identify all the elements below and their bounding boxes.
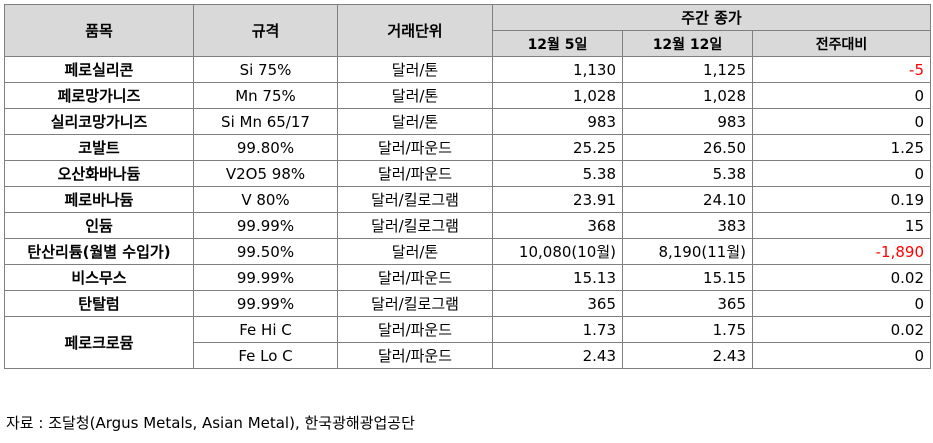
unit-cell: 달러/톤 (337, 56, 493, 83)
spec-cell: V 80% (193, 186, 338, 213)
price-date2-cell: 1,125 (622, 56, 753, 83)
price-date1-cell: 365 (492, 290, 623, 317)
spec-cell: 99.80% (193, 134, 338, 161)
spec-cell: 99.99% (193, 290, 338, 317)
table-row: 페로실리콘 Si 75% 달러/톤 1,130 1,125 -5 (4, 56, 931, 83)
table-row: 탄탈럼 99.99% 달러/킬로그램 365 365 0 (4, 290, 931, 317)
table-row: 탄산리튬(월별 수입가) 99.50% 달러/톤 10,080(10월) 8,1… (4, 238, 931, 265)
change-cell: 0 (752, 342, 931, 369)
header-unit: 거래단위 (337, 4, 493, 57)
change-cell: 0.02 (752, 316, 931, 343)
price-date2-cell: 1,028 (622, 82, 753, 109)
change-cell: 15 (752, 212, 931, 239)
unit-cell: 달러/파운드 (337, 264, 493, 291)
unit-cell: 달러/톤 (337, 238, 493, 265)
source-note: 자료 : 조달청(Argus Metals, Asian Metal), 한국광… (6, 414, 415, 432)
item-cell: 페로망가니즈 (4, 82, 194, 109)
unit-cell: 달러/킬로그램 (337, 186, 493, 213)
price-date1-cell: 15.13 (492, 264, 623, 291)
change-cell: 0 (752, 160, 931, 187)
price-date1-cell: 25.25 (492, 134, 623, 161)
price-date2-cell: 26.50 (622, 134, 753, 161)
item-cell: 페로바나듐 (4, 186, 194, 213)
spec-cell: Si 75% (193, 56, 338, 83)
item-cell: 페로실리콘 (4, 56, 194, 83)
header-date2: 12월 12일 (622, 30, 753, 57)
price-date1-cell: 5.38 (492, 160, 623, 187)
price-date2-cell: 983 (622, 108, 753, 135)
table-row: 코발트 99.80% 달러/파운드 25.25 26.50 1.25 (4, 134, 931, 161)
change-cell: 1.25 (752, 134, 931, 161)
spec-cell: 99.99% (193, 212, 338, 239)
price-date2-cell: 2.43 (622, 342, 753, 369)
item-cell: 실리코망가니즈 (4, 108, 194, 135)
spec-cell: 99.50% (193, 238, 338, 265)
header-date1: 12월 5일 (492, 30, 623, 57)
table-row: 페로바나듐 V 80% 달러/킬로그램 23.91 24.10 0.19 (4, 186, 931, 213)
header-spec: 규격 (193, 4, 338, 57)
spec-cell: V2O5 98% (193, 160, 338, 187)
price-date1-cell: 368 (492, 212, 623, 239)
unit-cell: 달러/파운드 (337, 160, 493, 187)
spec-cell: Fe Lo C (193, 342, 338, 369)
price-date1-cell: 1,028 (492, 82, 623, 109)
header-row-top: 품목 규격 거래단위 주간 종가 (4, 4, 931, 57)
table-row: 페로크로뮴 Fe Hi C 달러/파운드 1.73 1.75 0.02 (4, 316, 931, 369)
change-cell: -1,890 (752, 238, 931, 265)
price-date2-cell: 24.10 (622, 186, 753, 213)
table-row: Fe Lo C 달러/파운드 2.43 2.43 0 (5, 342, 931, 369)
change-cell: 0 (752, 82, 931, 109)
table-row: 페로망가니즈 Mn 75% 달러/톤 1,028 1,028 0 (4, 82, 931, 109)
change-cell: 0.19 (752, 186, 931, 213)
price-date2-cell: 15.15 (622, 264, 753, 291)
price-date1-cell: 10,080(10월) (492, 238, 623, 265)
table-row: 비스무스 99.99% 달러/파운드 15.13 15.15 0.02 (4, 264, 931, 291)
price-date2-cell: 5.38 (622, 160, 753, 187)
unit-cell: 달러/톤 (337, 108, 493, 135)
spec-cell: 99.99% (193, 264, 338, 291)
unit-cell: 달러/킬로그램 (337, 290, 493, 317)
item-cell: 코발트 (4, 134, 194, 161)
header-item: 품목 (4, 4, 194, 57)
spec-cell: Mn 75% (193, 82, 338, 109)
price-date2-cell: 365 (622, 290, 753, 317)
change-cell: 0 (752, 290, 931, 317)
change-cell: 0 (752, 108, 931, 135)
unit-cell: 달러/톤 (337, 82, 493, 109)
price-date1-cell: 23.91 (492, 186, 623, 213)
header-weekly-close: 주간 종가 (492, 4, 931, 31)
price-date2-cell: 8,190(11월) (622, 238, 753, 265)
item-cell: 페로크로뮴 (4, 316, 194, 369)
price-date1-cell: 2.43 (492, 342, 623, 369)
spec-cell: Fe Hi C (193, 316, 338, 343)
item-cell: 비스무스 (4, 264, 194, 291)
unit-cell: 달러/파운드 (337, 316, 493, 343)
price-date1-cell: 983 (492, 108, 623, 135)
item-cell: 인듐 (4, 212, 194, 239)
price-table: 품목 규격 거래단위 주간 종가 12월 5일 12월 12일 전주대비 페로실… (4, 4, 931, 369)
price-date1-cell: 1.73 (492, 316, 623, 343)
header-change: 전주대비 (752, 30, 931, 57)
item-cell: 탄산리튬(월별 수입가) (4, 238, 194, 265)
spec-cell: Si Mn 65/17 (193, 108, 338, 135)
price-date2-cell: 383 (622, 212, 753, 239)
table-row: 오산화바나듐 V2O5 98% 달러/파운드 5.38 5.38 0 (4, 160, 931, 187)
header-row-sub: 12월 5일 12월 12일 전주대비 (5, 30, 931, 57)
unit-cell: 달러/파운드 (337, 342, 493, 369)
item-cell: 오산화바나듐 (4, 160, 194, 187)
unit-cell: 달러/파운드 (337, 134, 493, 161)
change-cell: 0.02 (752, 264, 931, 291)
table-row: 인듐 99.99% 달러/킬로그램 368 383 15 (4, 212, 931, 239)
change-cell: -5 (752, 56, 931, 83)
item-cell: 탄탈럼 (4, 290, 194, 317)
unit-cell: 달러/킬로그램 (337, 212, 493, 239)
price-date2-cell: 1.75 (622, 316, 753, 343)
table-row: 실리코망가니즈 Si Mn 65/17 달러/톤 983 983 0 (4, 108, 931, 135)
price-date1-cell: 1,130 (492, 56, 623, 83)
